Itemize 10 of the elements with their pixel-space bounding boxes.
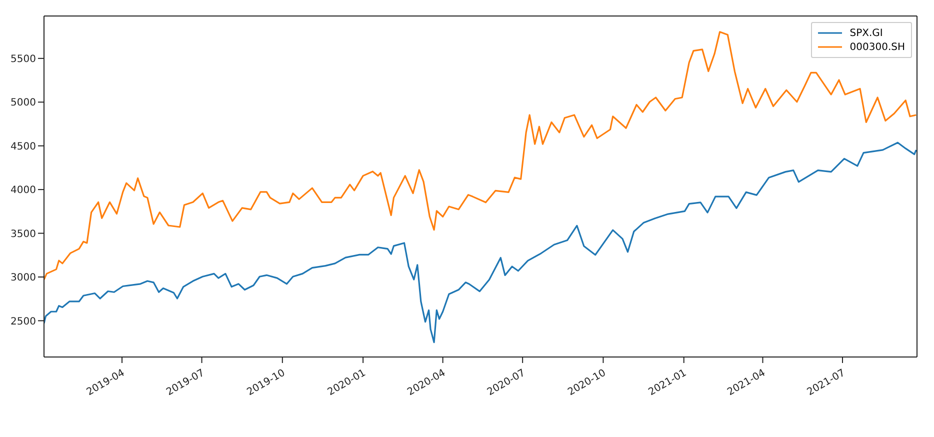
line-series — [44, 142, 917, 344]
y-tick-label: 2500 — [10, 316, 36, 328]
y-tick-label: 3000 — [10, 272, 36, 284]
y-tick-label: 5500 — [10, 54, 36, 65]
y-tick-label: 3500 — [10, 228, 36, 240]
legend-label: SPX.GI — [850, 28, 883, 38]
y-tick-label: 4500 — [10, 141, 36, 152]
y-tick-label: 4000 — [10, 185, 36, 196]
legend-label: 000300.SH — [850, 42, 905, 52]
y-tick-label: 5000 — [10, 98, 36, 109]
